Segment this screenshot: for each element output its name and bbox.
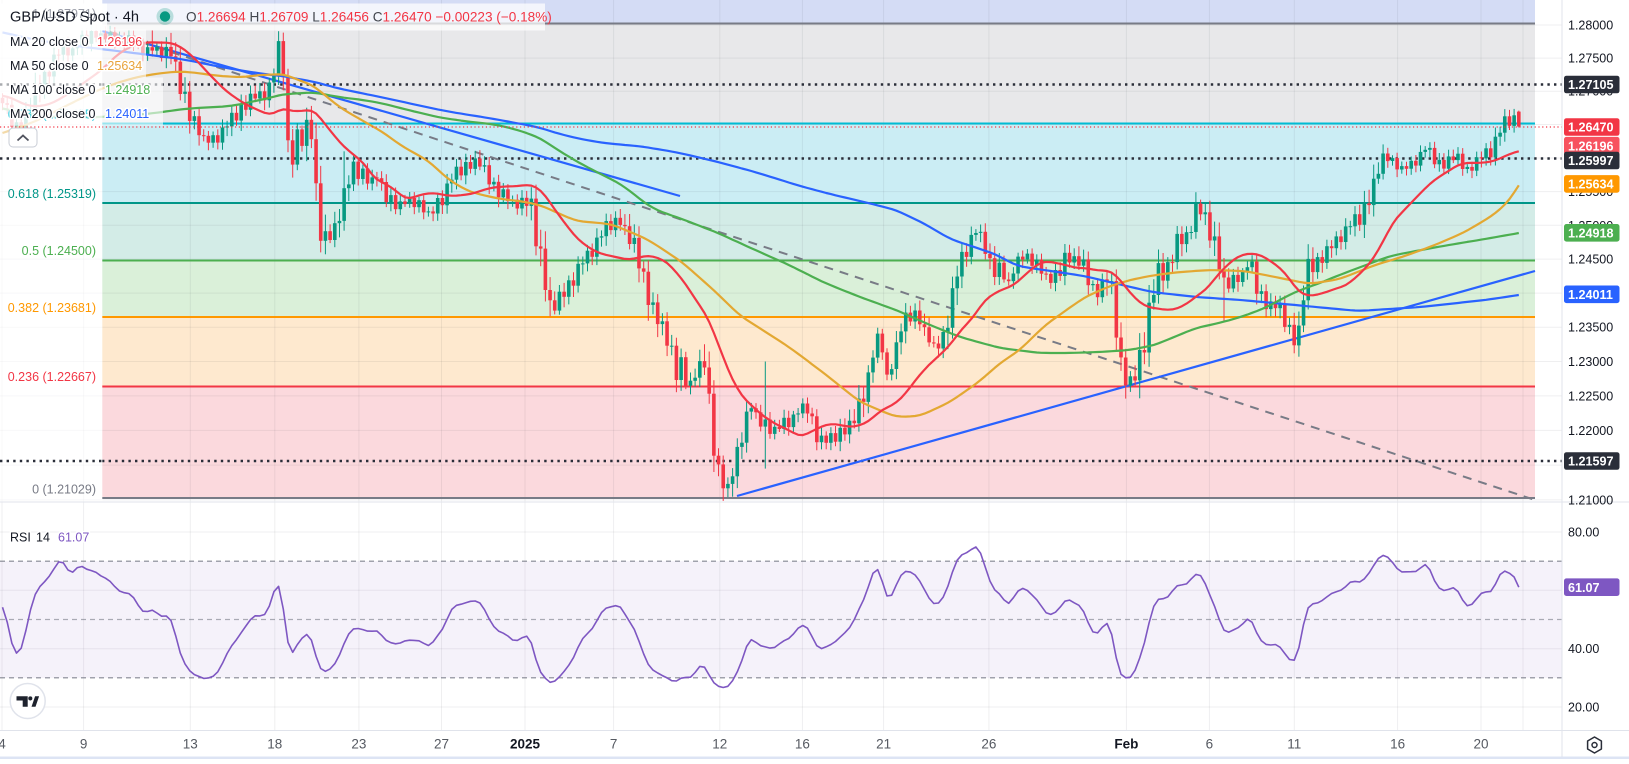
svg-text:7: 7 — [610, 737, 618, 752]
svg-text:1.26196: 1.26196 — [1568, 139, 1614, 153]
svg-text:0.618 (1.25319): 0.618 (1.25319) — [8, 187, 96, 201]
svg-text:20.00: 20.00 — [1568, 701, 1599, 715]
svg-text:0.5 (1.24500): 0.5 (1.24500) — [22, 244, 96, 258]
svg-text:0.236 (1.22667): 0.236 (1.22667) — [8, 370, 96, 384]
svg-text:12: 12 — [712, 737, 727, 752]
svg-text:16: 16 — [1390, 737, 1405, 752]
svg-text:0.786 (1.26485): 0.786 (1.26485) — [8, 108, 96, 122]
svg-text:MA 50 close 0: MA 50 close 0 — [10, 59, 89, 73]
svg-text:1.24011: 1.24011 — [1568, 288, 1613, 302]
svg-text:1.25634: 1.25634 — [97, 59, 142, 73]
svg-text:1.24500: 1.24500 — [1568, 253, 1613, 267]
svg-text:1.24918: 1.24918 — [1568, 226, 1614, 240]
svg-text:6: 6 — [1206, 737, 1214, 752]
svg-text:4: 4 — [0, 737, 6, 752]
svg-text:RSI: RSI — [10, 531, 31, 545]
svg-text:1.23500: 1.23500 — [1568, 321, 1613, 335]
svg-text:Feb: Feb — [1114, 737, 1138, 752]
svg-text:1.25634: 1.25634 — [1568, 178, 1614, 192]
svg-text:26: 26 — [981, 737, 996, 752]
svg-text:61.07: 61.07 — [1568, 581, 1600, 595]
svg-text:1 (1.27971): 1 (1.27971) — [32, 7, 96, 21]
svg-text:13: 13 — [183, 737, 198, 752]
svg-text:40.00: 40.00 — [1568, 642, 1599, 656]
svg-text:1.23000: 1.23000 — [1568, 355, 1613, 369]
svg-text:1.24011: 1.24011 — [105, 107, 149, 121]
svg-text:0 (1.21029): 0 (1.21029) — [32, 483, 96, 497]
svg-text:80.00: 80.00 — [1568, 526, 1599, 540]
svg-text:0.382 (1.23681): 0.382 (1.23681) — [8, 301, 96, 315]
svg-text:2025: 2025 — [510, 737, 541, 752]
svg-text:O1.26694 H1.26709 L1.26456 C1.: O1.26694 H1.26709 L1.26456 C1.26470 −0.0… — [186, 10, 552, 25]
svg-text:27: 27 — [434, 737, 449, 752]
svg-text:61.07: 61.07 — [58, 531, 89, 545]
svg-text:14: 14 — [36, 531, 50, 545]
svg-text:MA 20 close 0: MA 20 close 0 — [10, 35, 89, 49]
svg-text:1.24918: 1.24918 — [105, 83, 150, 97]
svg-text:1.22000: 1.22000 — [1568, 424, 1613, 438]
svg-text:MA 200 close 0: MA 200 close 0 — [10, 107, 96, 121]
svg-text:1.26196: 1.26196 — [97, 35, 142, 49]
svg-text:MA 100 close 0: MA 100 close 0 — [10, 83, 96, 97]
svg-text:18: 18 — [267, 737, 282, 752]
svg-text:1.21000: 1.21000 — [1568, 493, 1613, 507]
svg-text:20: 20 — [1473, 737, 1488, 752]
svg-text:16: 16 — [795, 737, 810, 752]
svg-text:1.21597: 1.21597 — [1568, 455, 1614, 469]
svg-text:1.27105: 1.27105 — [1568, 78, 1614, 92]
svg-text:1.27500: 1.27500 — [1568, 52, 1613, 66]
svg-text:11: 11 — [1287, 737, 1301, 752]
svg-text:GBP/USD Spot · 4h: GBP/USD Spot · 4h — [10, 10, 139, 26]
svg-text:23: 23 — [351, 737, 366, 752]
svg-text:9: 9 — [80, 737, 88, 752]
svg-text:1.28000: 1.28000 — [1568, 19, 1613, 33]
svg-text:1.22500: 1.22500 — [1568, 389, 1613, 403]
svg-text:21: 21 — [876, 737, 891, 752]
svg-text:1.26470: 1.26470 — [1568, 121, 1614, 135]
svg-text:1.25997: 1.25997 — [1568, 154, 1614, 168]
